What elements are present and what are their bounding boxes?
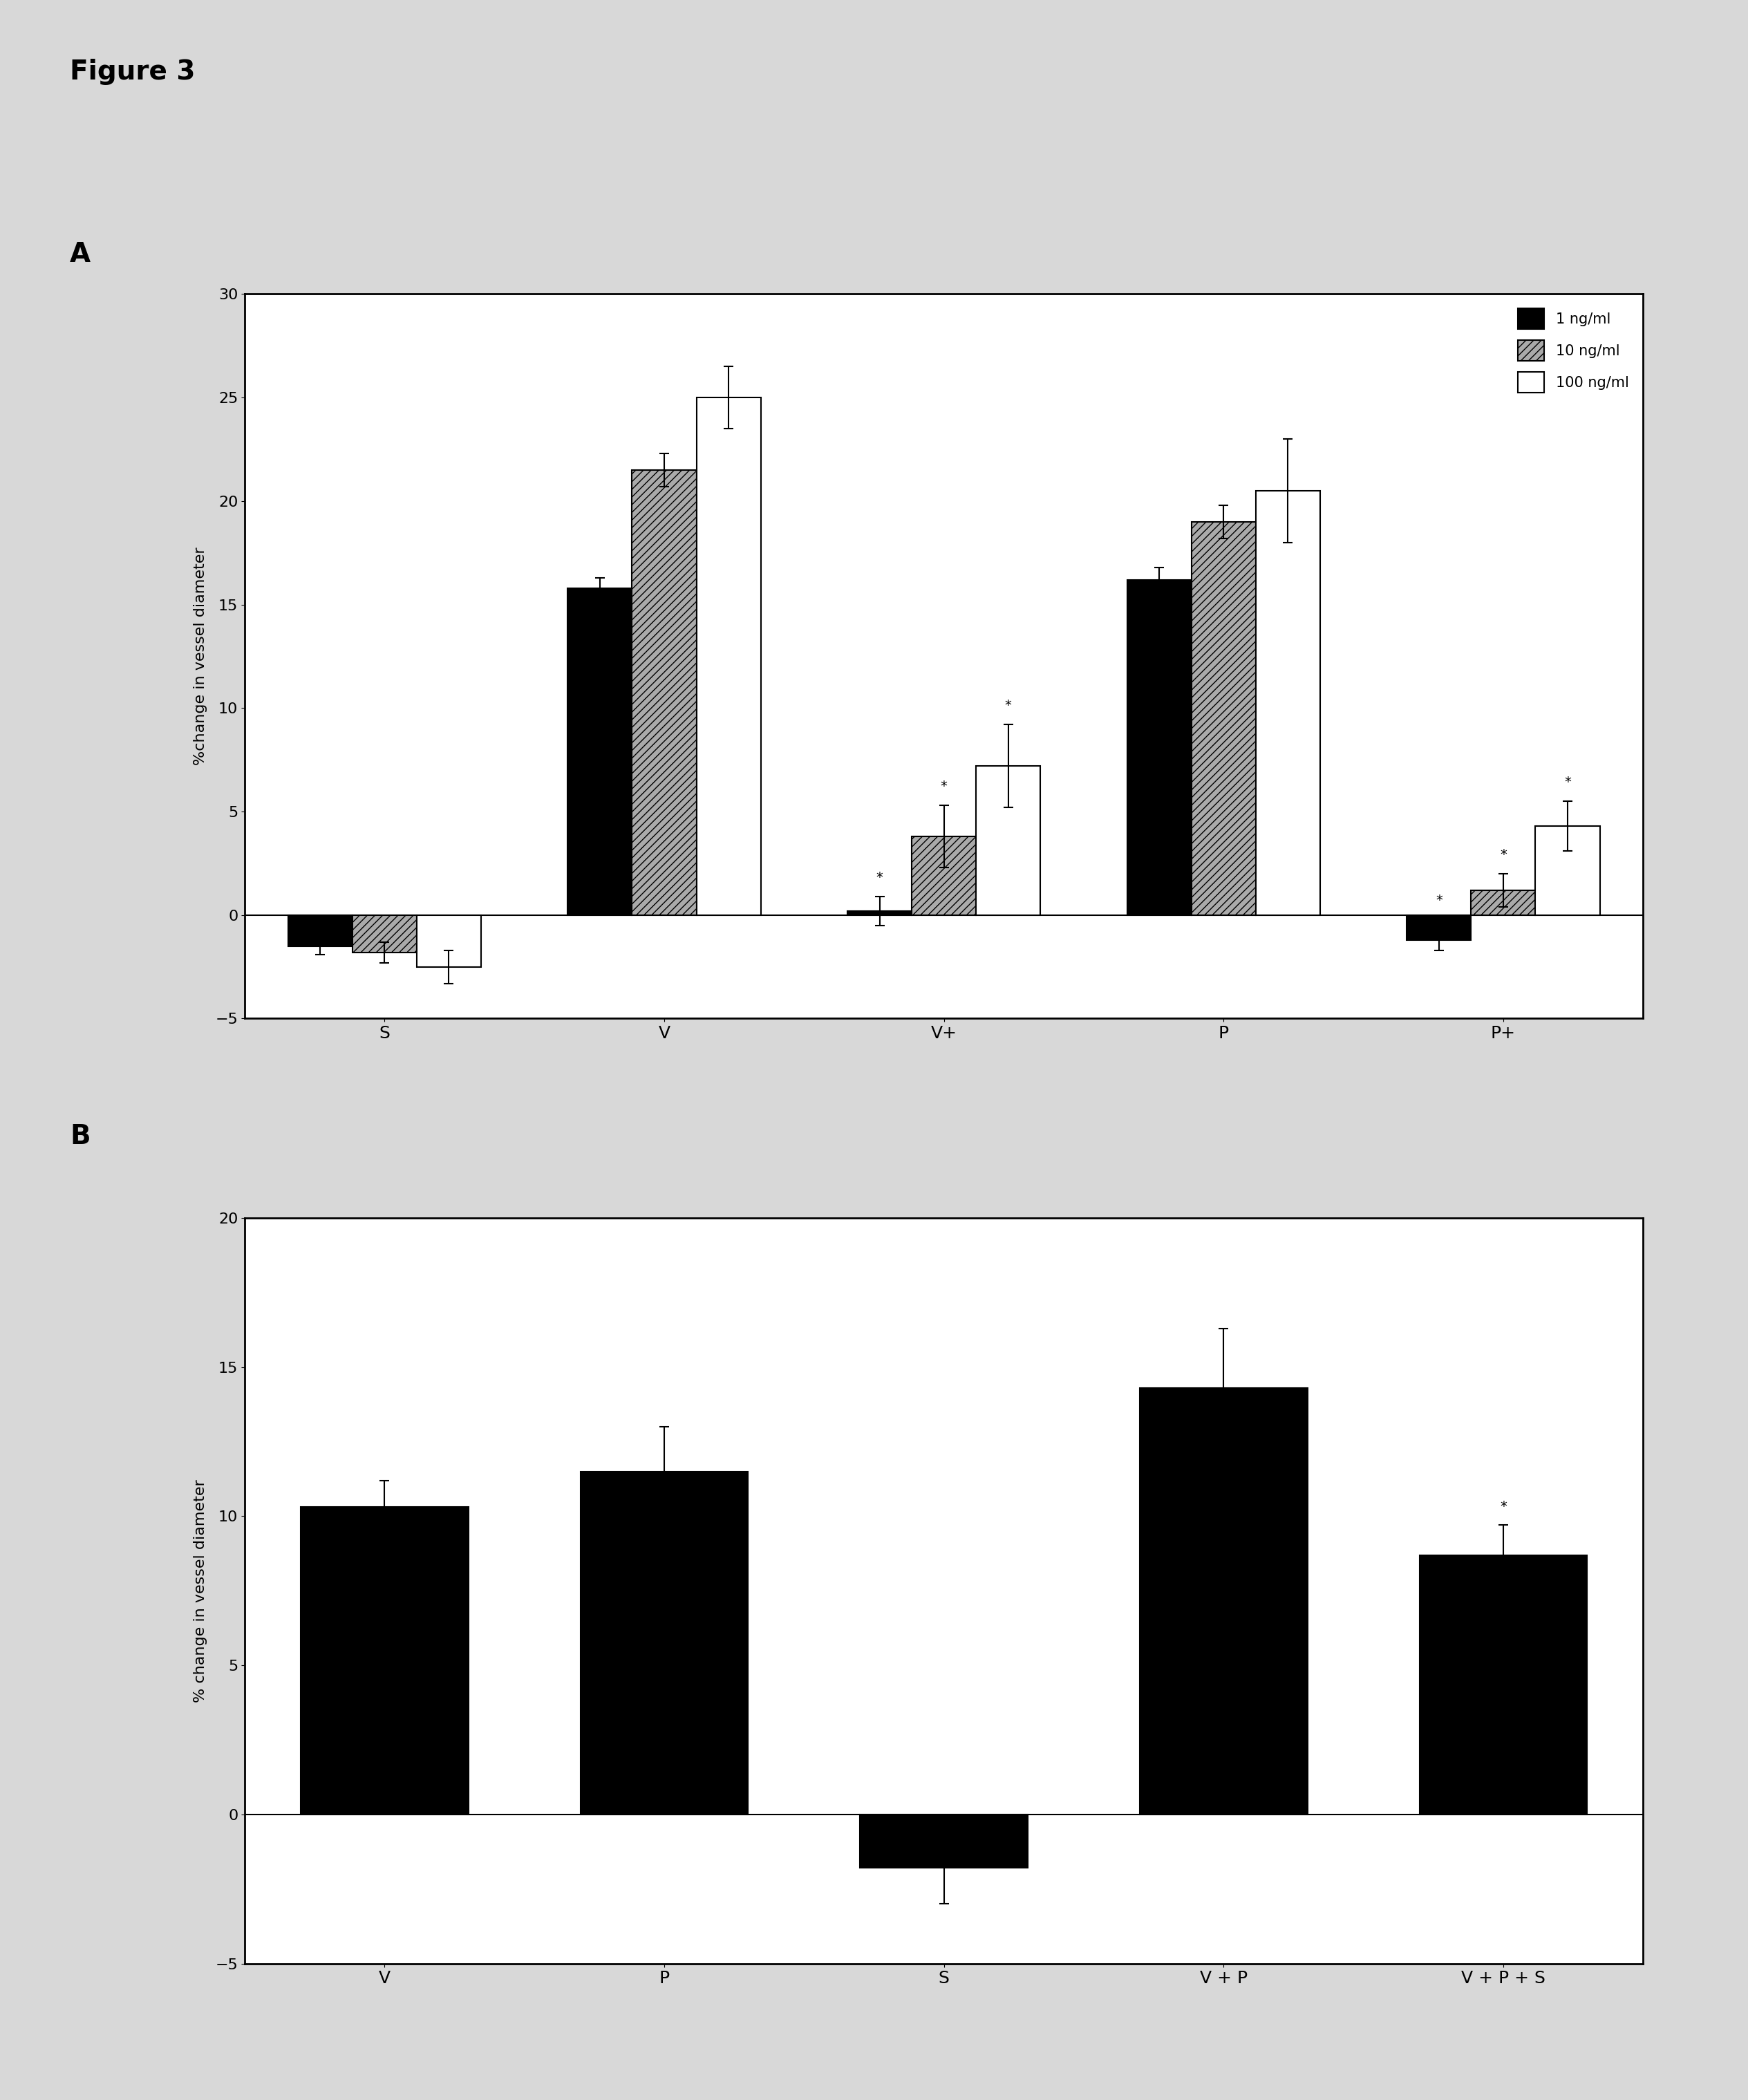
Bar	[580, 1472, 748, 1814]
Text: A: A	[70, 242, 91, 269]
Text: Figure 3: Figure 3	[70, 59, 196, 86]
Text: *: *	[1500, 1499, 1507, 1514]
Bar	[696, 397, 760, 916]
Y-axis label: %change in vessel diameter: %change in vessel diameter	[194, 548, 208, 764]
Bar	[1419, 1554, 1587, 1814]
Bar	[568, 588, 633, 916]
Text: *: *	[1564, 775, 1571, 790]
Text: *: *	[876, 872, 883, 884]
Bar	[975, 766, 1040, 916]
Text: *: *	[1500, 848, 1507, 861]
Bar	[633, 470, 696, 916]
Y-axis label: % change in vessel diameter: % change in vessel diameter	[194, 1478, 208, 1703]
Bar	[353, 916, 416, 951]
Text: *: *	[1005, 699, 1012, 712]
Bar	[1140, 1388, 1308, 1814]
Bar	[860, 1814, 1028, 1869]
Bar	[1255, 491, 1320, 916]
Bar	[288, 916, 353, 947]
Bar	[1127, 580, 1192, 916]
Bar	[1535, 825, 1599, 916]
Bar	[912, 836, 975, 916]
Bar	[416, 916, 481, 966]
Bar	[1407, 916, 1472, 941]
Bar	[1472, 890, 1535, 916]
Text: *: *	[1435, 895, 1442, 907]
Bar	[301, 1508, 468, 1814]
Bar	[848, 911, 912, 916]
Text: B: B	[70, 1124, 91, 1151]
Bar	[1192, 521, 1255, 916]
Legend: 1 ng/ml, 10 ng/ml, 100 ng/ml: 1 ng/ml, 10 ng/ml, 100 ng/ml	[1510, 300, 1636, 399]
Text: *: *	[940, 779, 947, 794]
